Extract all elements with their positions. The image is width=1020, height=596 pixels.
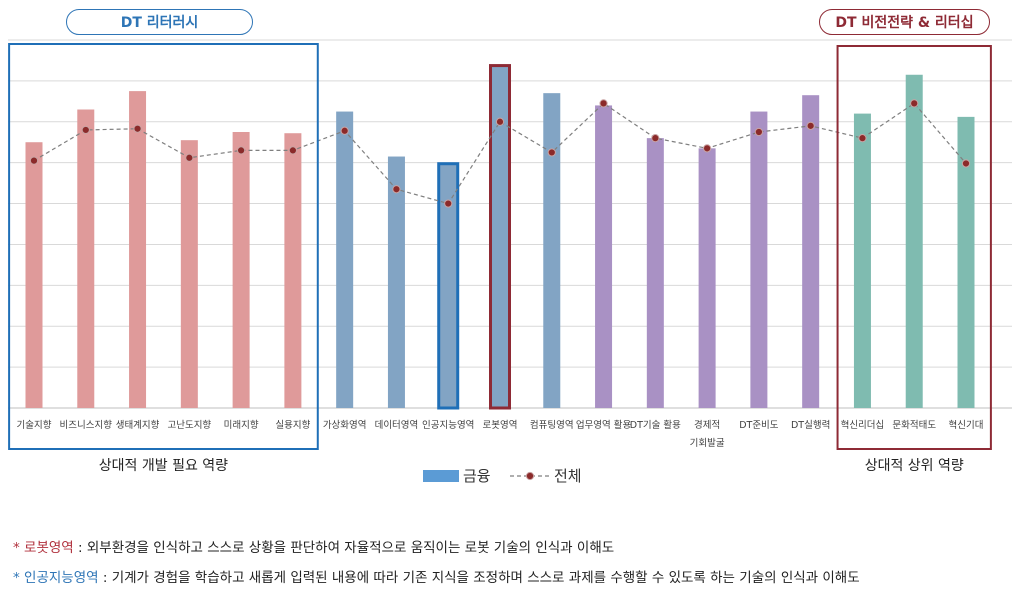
total-point-13 [651,134,660,143]
bar-2 [77,109,95,408]
note-robot-text: : 외부환경을 인식하고 스스로 상황을 판단하여 자율적으로 움직이는 로봇 … [73,540,615,556]
total-point-11 [547,148,556,157]
note-robot-star: * [13,540,25,556]
note-ai-term: 인공지능영역 [24,570,99,586]
bar-1 [25,142,43,408]
category-label-4: 고난도지향 [167,419,211,431]
total-point-17 [858,134,867,143]
total-point-7 [340,126,349,135]
category-label-14: 기회발굴 [690,438,725,449]
group-label-1: 상대적 개발 필요 역량 [99,458,228,474]
competency-chart: 기술지향 비즈니스지향 생태계지향 고난도지향 미래지향 실용지향 가상화영역 데이터영역 인공… [8,39,1012,485]
category-label-15: DT준비도 [739,420,779,431]
legend-bar-label: 금융 [463,467,491,485]
total-point-9 [444,199,453,208]
category-label-1: 기술지향 [17,419,52,431]
bar-10 [491,66,509,409]
category-label-9: 인공지능영역 [422,420,474,431]
category-label-6: 실용지향 [275,419,310,431]
total-point-3 [133,124,142,133]
dt-vision-header: DT 비전전략 & 리터십 [819,9,990,35]
bar-8 [387,156,405,408]
category-label-10: 로봇영역 [483,420,518,431]
note-ai-star: * [13,570,25,586]
bar-4 [180,140,198,408]
highlight-outline-9 [437,162,460,410]
category-label-19: 혁신기대 [949,420,984,431]
legend-bar-swatch [423,470,459,482]
bar-7 [336,111,354,409]
bar-12 [595,105,613,408]
total-point-4 [185,153,194,162]
category-label-14: 경제적 [694,419,720,431]
total-point-18 [910,99,919,108]
category-label-13: DT기술 활용 [630,419,681,431]
category-label-8: 데이터영역 [375,420,419,431]
bar-6 [284,133,302,408]
total-point-15 [754,127,763,137]
category-label-18: 문화적태도 [892,419,936,431]
category-label-3: 생태계지향 [116,419,160,431]
group-box-2 [836,45,992,450]
bar-9 [439,164,457,408]
legend-line-label: 전체 [554,467,582,485]
bar-13 [646,138,664,408]
note-ai: * 인공지능영역 : 기계가 경험을 학습하고 새롭게 입력된 내용에 따라 기… [13,566,860,586]
category-label-7: 가상화영역 [323,420,367,431]
group-box-1 [8,43,319,450]
total-point-14 [703,144,712,153]
total-point-10 [495,117,505,126]
total-point-2 [81,125,90,135]
highlight-outline-10 [489,64,511,410]
total-point-1 [29,156,39,165]
bar-14 [698,148,716,408]
legend-line-marker [525,471,535,481]
note-robot-term: 로봇영역 [24,540,74,556]
bar-15 [750,111,768,409]
total-point-8 [392,185,401,194]
note-robot: * 로봇영역 : 외부환경을 인식하고 스스로 상황을 판단하여 자율적으로 움… [13,536,614,556]
category-label-16: DT실행력 [791,419,830,431]
total-point-12 [599,99,608,108]
category-label-5: 미래지향 [224,419,259,431]
dt-literacy-header: DT 리터러시 [66,9,253,35]
category-label-17: 혁신리더십 [841,420,885,431]
bar-11 [543,93,561,409]
category-label-12: 업무영역 활용 [576,419,632,431]
bar-18 [905,74,923,408]
total-point-19 [961,159,971,168]
total-point-6 [288,146,297,155]
note-ai-text: : 기계가 경험을 학습하고 새롭게 입력된 내용에 따라 기존 지식을 조정하… [98,570,860,586]
group-label-2: 상대적 상위 역량 [865,458,964,474]
bar-17 [853,113,871,408]
category-label-2: 비즈니스지향 [60,419,113,431]
bar-19 [957,116,975,409]
bar-3 [129,91,147,408]
bar-16 [802,95,820,408]
bar-5 [232,132,250,408]
total-point-16 [806,121,815,130]
total-point-5 [237,146,246,155]
category-label-11: 컴퓨팅영역 [530,419,574,431]
